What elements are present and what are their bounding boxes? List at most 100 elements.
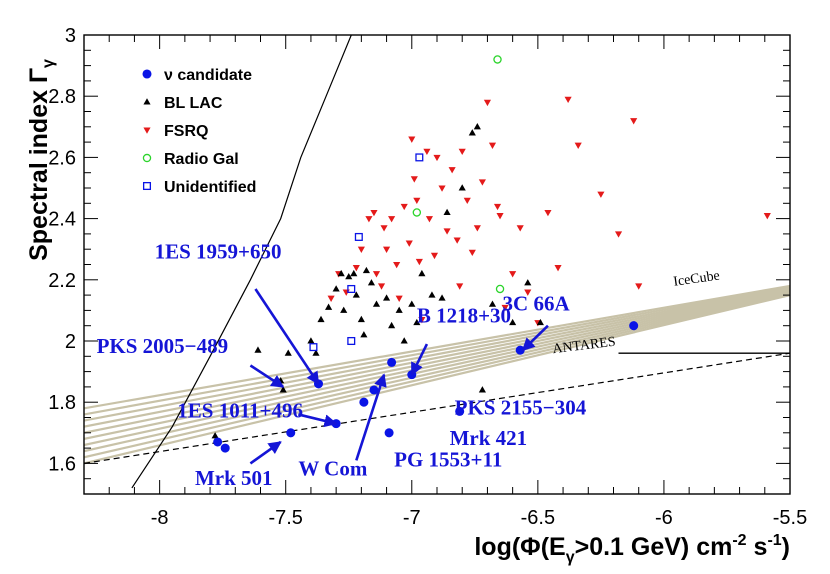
label-arrow bbox=[254, 288, 320, 385]
data-point bbox=[340, 306, 348, 313]
legend: ν candidate BL LAC FSRQ Radio Gal Unidentifi… bbox=[142, 67, 256, 196]
data-point bbox=[367, 279, 376, 286]
data-point bbox=[317, 315, 325, 323]
y-axis-title-main: Spectral index Γ bbox=[25, 68, 53, 261]
data-point bbox=[496, 213, 504, 220]
label-arrow bbox=[249, 440, 282, 465]
source-label: PKS 2005−489 bbox=[97, 334, 229, 358]
data-point bbox=[220, 443, 230, 453]
data-point bbox=[408, 300, 416, 307]
legend-label: Unidentified bbox=[164, 179, 256, 196]
data-point bbox=[509, 271, 517, 278]
data-point bbox=[495, 284, 505, 294]
legend-marker bbox=[142, 153, 152, 163]
y-tick-label: 2.6 bbox=[48, 147, 76, 169]
label-arrow bbox=[410, 343, 429, 376]
data-point bbox=[443, 208, 451, 215]
y-axis-title: Spectral index Γγ bbox=[25, 59, 57, 261]
source-label: Mrk 501 bbox=[195, 466, 273, 490]
data-point bbox=[279, 386, 287, 393]
black-solid-curve-curve bbox=[131, 35, 352, 489]
data-point bbox=[370, 209, 378, 217]
data-point bbox=[597, 191, 605, 198]
data-point bbox=[418, 269, 426, 277]
icecube-band-line bbox=[84, 293, 790, 459]
data-point bbox=[400, 337, 408, 344]
x-axis-title-sup1: -2 bbox=[732, 532, 746, 549]
data-point bbox=[629, 321, 639, 331]
data-point bbox=[350, 269, 358, 277]
data-point bbox=[254, 346, 262, 353]
data-point bbox=[614, 231, 623, 238]
data-point bbox=[433, 154, 441, 162]
x-axis-title-sup2: -1 bbox=[767, 532, 781, 549]
x-axis-title-end: ) bbox=[782, 533, 790, 561]
data-point bbox=[635, 283, 643, 290]
ANTARES-curve bbox=[84, 352, 790, 464]
data-point bbox=[388, 321, 396, 329]
label-arrow bbox=[521, 324, 549, 352]
y-tick-label: 3 bbox=[65, 25, 76, 47]
data-point bbox=[536, 318, 544, 326]
legend-marker bbox=[143, 98, 151, 105]
x-axis-title: log(Φ(Eγ>0.1 GeV) cm-2 s-1) bbox=[474, 532, 790, 566]
data-point bbox=[325, 303, 333, 310]
data-point bbox=[383, 246, 391, 253]
label-arrows bbox=[249, 288, 549, 465]
data-point bbox=[488, 142, 497, 149]
data-point bbox=[362, 266, 370, 274]
data-point bbox=[352, 265, 360, 272]
source-label: 1ES 1011+496 bbox=[177, 399, 303, 423]
data-point bbox=[413, 318, 421, 326]
data-point bbox=[372, 271, 381, 278]
data-point bbox=[423, 148, 431, 156]
source-labels: 1ES 1959+650 PKS 2005−489 1ES 1011+496 Mrk … bbox=[97, 239, 587, 489]
data-points bbox=[211, 55, 771, 453]
data-point bbox=[327, 295, 335, 302]
data-point bbox=[501, 304, 509, 312]
curves bbox=[84, 35, 790, 489]
source-label: 1ES 1959+650 bbox=[155, 239, 282, 263]
legend-marker bbox=[142, 181, 152, 191]
data-point bbox=[413, 197, 421, 205]
data-point bbox=[458, 184, 466, 191]
data-point bbox=[425, 216, 434, 223]
legend-label: FSRQ bbox=[164, 123, 208, 140]
data-point bbox=[400, 203, 408, 211]
legend-label: Radio Gal bbox=[164, 151, 239, 168]
data-point bbox=[493, 55, 502, 64]
x-axis-title-mid2: s bbox=[747, 533, 768, 561]
data-point bbox=[443, 228, 451, 235]
data-point bbox=[332, 285, 340, 292]
data-point bbox=[488, 300, 497, 307]
icecube-band-line bbox=[84, 294, 790, 465]
x-tick-label: -6.5 bbox=[521, 507, 555, 529]
data-point bbox=[211, 432, 219, 439]
icecube-band-line bbox=[84, 286, 790, 422]
data-point bbox=[468, 129, 476, 136]
x-tick-label: -6 bbox=[655, 507, 673, 529]
x-tick-label: -7.5 bbox=[268, 507, 302, 529]
y-tick-label: 2.2 bbox=[48, 270, 76, 292]
axis-ticks: -8 -7.5 -7 -6.5 -6 -5.5 1.6 1.8 2 2.2 2.4 2.6 2.8 3 bbox=[48, 25, 807, 529]
source-label: Mrk 421 bbox=[450, 426, 528, 450]
data-point bbox=[415, 153, 424, 162]
y-axis-title-sub: γ bbox=[40, 59, 57, 68]
data-point bbox=[286, 428, 296, 438]
data-point bbox=[383, 294, 391, 301]
legend-label: ν candidate bbox=[164, 67, 252, 84]
data-point bbox=[516, 225, 524, 232]
icecube-band-line bbox=[84, 291, 790, 453]
data-point bbox=[509, 318, 517, 326]
x-axis-title-mid: >0.1 GeV) cm bbox=[575, 533, 733, 561]
data-point bbox=[438, 294, 446, 301]
data-point bbox=[564, 96, 572, 104]
legend-marker bbox=[142, 69, 152, 79]
data-point bbox=[438, 185, 446, 192]
data-point bbox=[213, 437, 223, 447]
data-point bbox=[380, 225, 388, 232]
data-point bbox=[312, 349, 320, 356]
y-tick-label: 1.8 bbox=[48, 392, 76, 414]
source-label: W Com bbox=[298, 457, 368, 481]
